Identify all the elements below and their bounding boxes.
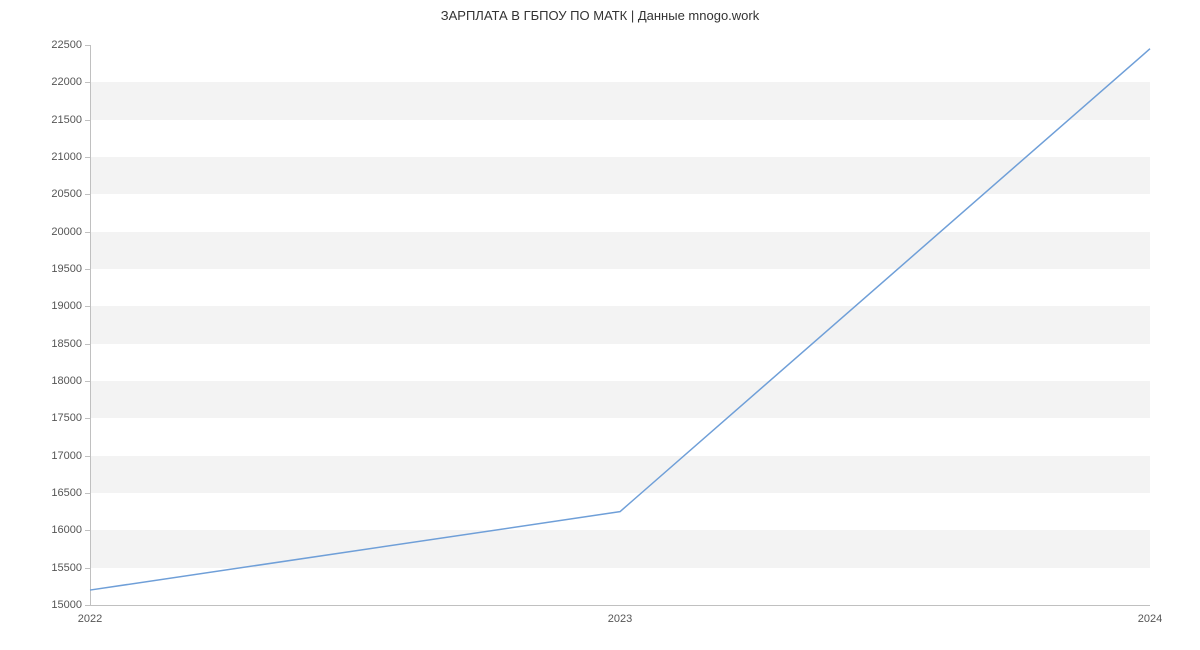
y-tick-label: 20500 <box>51 188 82 200</box>
y-tick-mark <box>85 456 90 457</box>
y-tick-label: 19500 <box>51 263 82 275</box>
x-tick-label: 2023 <box>608 613 632 625</box>
y-tick-label: 18500 <box>51 338 82 350</box>
y-tick-mark <box>85 157 90 158</box>
y-tick-mark <box>85 493 90 494</box>
x-tick-label: 2022 <box>78 613 102 625</box>
plot-area: 1500015500160001650017000175001800018500… <box>90 45 1150 605</box>
salary-chart: ЗАРПЛАТА В ГБПОУ ПО МАТК | Данные mnogo.… <box>0 0 1200 650</box>
y-tick-label: 19000 <box>51 300 82 312</box>
y-tick-label: 22500 <box>51 39 82 51</box>
series-line <box>90 49 1150 590</box>
y-tick-mark <box>85 418 90 419</box>
y-tick-mark <box>85 45 90 46</box>
y-tick-mark <box>85 306 90 307</box>
y-tick-mark <box>85 568 90 569</box>
y-tick-label: 21500 <box>51 114 82 126</box>
y-tick-label: 15000 <box>51 599 82 611</box>
x-axis-line <box>90 605 1150 606</box>
y-tick-mark <box>85 605 90 606</box>
y-tick-mark <box>85 120 90 121</box>
y-tick-label: 17000 <box>51 450 82 462</box>
line-series <box>90 45 1150 605</box>
y-tick-label: 16500 <box>51 487 82 499</box>
y-tick-label: 22000 <box>51 76 82 88</box>
y-tick-mark <box>85 82 90 83</box>
y-tick-label: 16000 <box>51 524 82 536</box>
y-tick-label: 17500 <box>51 412 82 424</box>
chart-title: ЗАРПЛАТА В ГБПОУ ПО МАТК | Данные mnogo.… <box>0 8 1200 23</box>
y-tick-mark <box>85 232 90 233</box>
y-tick-mark <box>85 194 90 195</box>
y-tick-label: 18000 <box>51 375 82 387</box>
y-tick-mark <box>85 344 90 345</box>
y-tick-label: 20000 <box>51 226 82 238</box>
y-tick-mark <box>85 530 90 531</box>
y-tick-label: 15500 <box>51 562 82 574</box>
y-tick-label: 21000 <box>51 151 82 163</box>
y-tick-mark <box>85 269 90 270</box>
y-tick-mark <box>85 381 90 382</box>
x-tick-label: 2024 <box>1138 613 1162 625</box>
